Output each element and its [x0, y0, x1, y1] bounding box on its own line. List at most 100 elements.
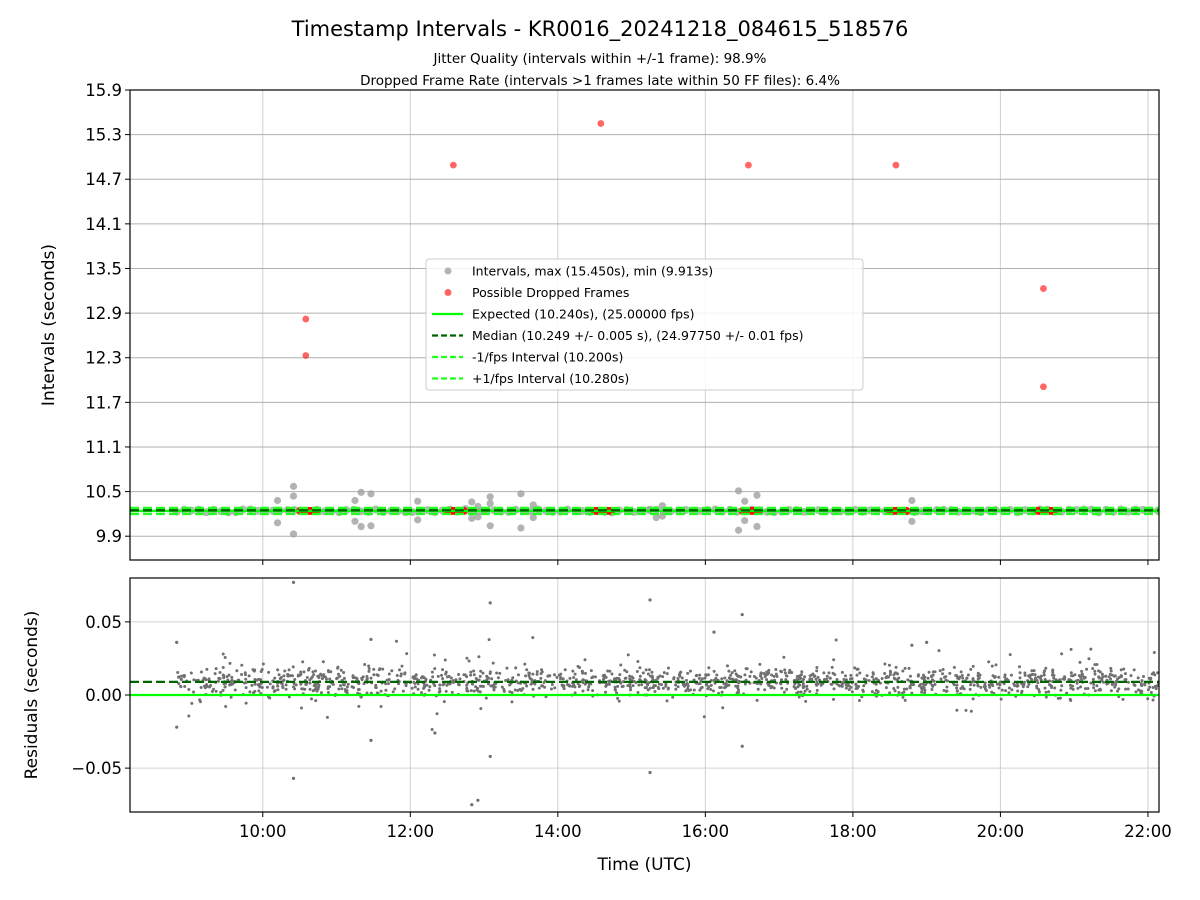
residual-point: [712, 669, 716, 673]
residual-point: [240, 663, 244, 667]
residual-point: [390, 669, 394, 673]
residual-outlier-point: [291, 580, 296, 584]
residual-point: [1140, 689, 1144, 693]
residual-point: [636, 659, 640, 663]
residual-point: [590, 676, 594, 680]
interval-point: [367, 490, 375, 498]
residual-point: [281, 679, 285, 683]
residual-point: [268, 682, 272, 686]
residual-point: [833, 673, 837, 677]
residual-point: [730, 671, 734, 675]
residual-point: [393, 687, 397, 691]
residual-point: [793, 686, 797, 690]
residual-point: [1037, 690, 1041, 694]
residual-point: [848, 677, 852, 681]
residual-point: [210, 690, 214, 694]
residual-point: [428, 685, 432, 689]
residual-point: [577, 685, 581, 689]
residual-point: [1043, 669, 1047, 673]
residual-point: [261, 662, 265, 666]
residual-point: [573, 691, 577, 695]
residual-point: [481, 671, 485, 675]
residual-point: [1098, 688, 1102, 692]
residual-point: [265, 685, 269, 689]
residual-point: [339, 684, 343, 688]
residual-outlier-point: [910, 643, 914, 647]
residual-outlier-point: [476, 798, 480, 802]
residual-point: [576, 664, 580, 668]
residual-point: [1071, 687, 1075, 691]
residual-point: [901, 695, 905, 699]
figure-title: Timestamp Intervals - KR0016_20241218_08…: [291, 17, 909, 42]
residual-point: [1020, 691, 1024, 695]
residual-point: [276, 668, 280, 672]
residual-point: [964, 708, 968, 712]
residual-point: [870, 675, 874, 679]
residual-point: [523, 662, 527, 666]
residual-point: [814, 682, 818, 686]
residual-point: [662, 671, 666, 675]
residual-point: [686, 684, 690, 688]
residual-point: [375, 691, 379, 695]
residual-point: [700, 677, 704, 681]
residual-point: [1009, 673, 1013, 677]
residual-point: [844, 674, 848, 678]
residual-point: [247, 674, 251, 678]
residual-point: [438, 687, 442, 691]
residual-point: [198, 700, 202, 704]
residual-point: [686, 671, 690, 675]
residual-point: [573, 685, 577, 689]
residual-point: [346, 682, 350, 686]
residual-point: [616, 684, 620, 688]
residual-point: [656, 676, 660, 680]
residual-point: [543, 685, 547, 689]
residual-point: [1116, 689, 1120, 693]
residual-point: [971, 697, 975, 701]
residual-point: [1047, 690, 1051, 694]
residual-point: [930, 678, 934, 682]
residual-point: [387, 672, 391, 676]
residual-point: [416, 682, 420, 686]
residual-point: [1033, 673, 1037, 677]
residual-point: [613, 685, 617, 689]
residual-point: [867, 679, 871, 683]
residual-point: [450, 690, 454, 694]
residual-point: [353, 676, 357, 680]
dropped-frame-point: [597, 120, 605, 127]
residual-point: [529, 682, 533, 686]
residual-point: [403, 671, 407, 675]
residual-point: [1139, 683, 1143, 687]
residual-point: [634, 680, 638, 684]
interval-point: [273, 519, 282, 527]
bottom-y-tick-label: 0.05: [85, 613, 122, 632]
residual-point: [1126, 680, 1130, 684]
residual-point: [571, 669, 575, 673]
residual-point: [293, 677, 297, 681]
residual-point: [743, 673, 747, 677]
residual-point: [782, 655, 786, 659]
residual-point: [969, 667, 973, 671]
residual-point: [218, 670, 222, 674]
top-y-tick-label: 14.1: [85, 215, 122, 234]
residual-point: [243, 673, 247, 677]
residual-point: [1032, 669, 1036, 673]
residual-point: [539, 676, 543, 680]
residual-point: [1095, 662, 1099, 666]
residual-point: [847, 684, 851, 688]
residual-point: [837, 683, 841, 687]
residual-point: [638, 674, 642, 678]
residual-point: [813, 674, 817, 678]
residual-point: [553, 686, 557, 690]
residual-point: [623, 668, 627, 672]
residual-point: [465, 656, 469, 660]
residual-point: [774, 668, 778, 672]
residual-point: [1004, 689, 1008, 693]
residual-point: [357, 687, 361, 691]
residual-point: [756, 687, 760, 691]
residual-point: [796, 690, 800, 694]
residual-point: [472, 689, 476, 693]
residual-point: [764, 673, 768, 677]
residual-point: [1136, 688, 1140, 692]
residual-point: [336, 666, 340, 670]
residual-point: [1068, 683, 1072, 687]
